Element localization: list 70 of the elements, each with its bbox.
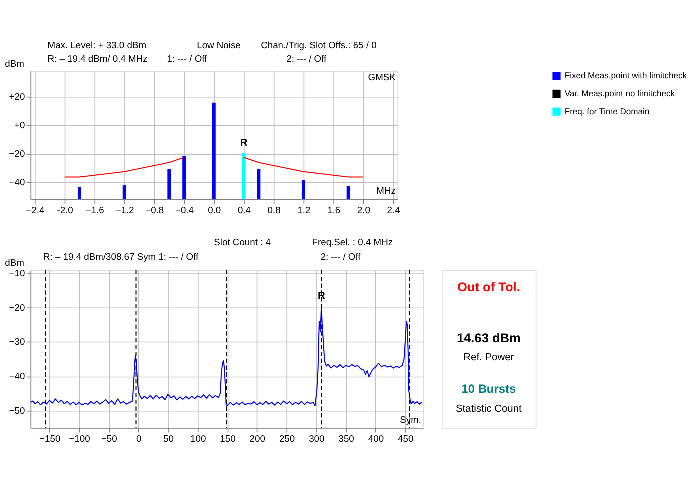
bar xyxy=(122,186,126,200)
x-tick-label: 250 xyxy=(279,434,296,444)
y-tick-label: −50 xyxy=(9,406,26,416)
x-tick-label: 2.0 xyxy=(357,205,370,216)
text: Out of Tol. xyxy=(457,279,520,294)
annotation: R xyxy=(240,138,248,150)
x-tick-label: −50 xyxy=(101,434,118,444)
y-tick-label: +20 xyxy=(9,92,26,102)
x-tick-label: 300 xyxy=(309,434,325,444)
x-tick-label: 150 xyxy=(220,434,236,444)
text: R: – 19.4 dBm/ 0.4 MHz xyxy=(48,54,148,64)
text: 2: --- / Off xyxy=(320,252,362,262)
x-axis-title: Sym. xyxy=(400,414,422,425)
x-tick-label: 200 xyxy=(250,434,266,444)
x-tick-label: 1.2 xyxy=(298,205,311,216)
line-series xyxy=(244,157,364,178)
y-tick-label: +0 xyxy=(14,120,26,130)
x-tick-label: −2.4 xyxy=(26,205,45,216)
x-tick-label: 2.4 xyxy=(387,205,400,216)
x-tick-label: 0 xyxy=(136,434,142,444)
line-series xyxy=(64,157,185,178)
text: Low Noise xyxy=(197,40,241,50)
x-tick-label: 0.0 xyxy=(208,205,222,216)
text: Max. Level: + 33.0 dBm xyxy=(48,40,147,50)
legend-label: Freq. for Time Domain xyxy=(564,106,650,116)
legend-label: Fixed Meas.point with limitcheck xyxy=(564,70,688,81)
x-tick-label: 0.8 xyxy=(268,205,281,216)
text: Ref. Power xyxy=(464,352,515,364)
y-tick-label: −20 xyxy=(9,302,26,313)
x-tick-label: −100 xyxy=(69,434,90,444)
legend-label: Var. Meas.point no limitcheck xyxy=(564,88,676,99)
text: Statistic Count xyxy=(456,404,522,415)
text: Chan./Trig. Slot Offs.: 65 / 0 xyxy=(261,40,377,50)
x-tick-label: 0.4 xyxy=(238,205,251,216)
y-tick-label: −20 xyxy=(9,148,26,159)
text: 2: --- / Off xyxy=(286,54,328,64)
y-tick-label: −10 xyxy=(9,268,26,279)
y-tick-label: −40 xyxy=(9,372,26,382)
text: 1: --- / Off xyxy=(167,54,208,64)
bar xyxy=(182,156,186,200)
y-axis-title: dBm xyxy=(5,59,25,70)
x-axis-title: MHz xyxy=(376,186,396,196)
y-axis-title: dBm xyxy=(5,258,25,268)
x-tick-label: 100 xyxy=(190,434,206,444)
text: R: – 19.4 dBm/308.67 Sym xyxy=(44,252,156,262)
text: 10 Bursts xyxy=(462,382,516,396)
x-tick-label: 450 xyxy=(398,434,414,444)
x-tick-label: 1.6 xyxy=(328,205,341,216)
x-tick-label: −0.8 xyxy=(146,205,164,216)
bar xyxy=(212,102,216,200)
bar xyxy=(78,186,82,200)
annotation: GMSK xyxy=(368,72,397,83)
text: Slot Count : 4 xyxy=(214,237,271,248)
text: 14.63 dBm xyxy=(456,330,521,346)
bar xyxy=(346,186,350,200)
x-tick-label: −1.2 xyxy=(116,205,134,216)
y-tick-label: −30 xyxy=(9,337,26,348)
x-tick-label: −1.6 xyxy=(86,205,104,216)
text: Freq.Sel. : 0.4 MHz xyxy=(312,237,394,248)
x-tick-label: -2.0 xyxy=(57,205,74,216)
annotation: R xyxy=(318,291,326,302)
x-tick-label: −0.4 xyxy=(175,205,194,216)
text: 1: --- / Off xyxy=(158,252,200,262)
x-tick-label: 400 xyxy=(368,434,384,444)
bar xyxy=(168,169,172,200)
x-tick-label: 350 xyxy=(338,434,354,444)
bar xyxy=(302,180,306,200)
x-tick-label: 50 xyxy=(163,434,174,444)
y-tick-label: −40 xyxy=(9,177,26,188)
x-tick-label: −150 xyxy=(40,434,61,444)
